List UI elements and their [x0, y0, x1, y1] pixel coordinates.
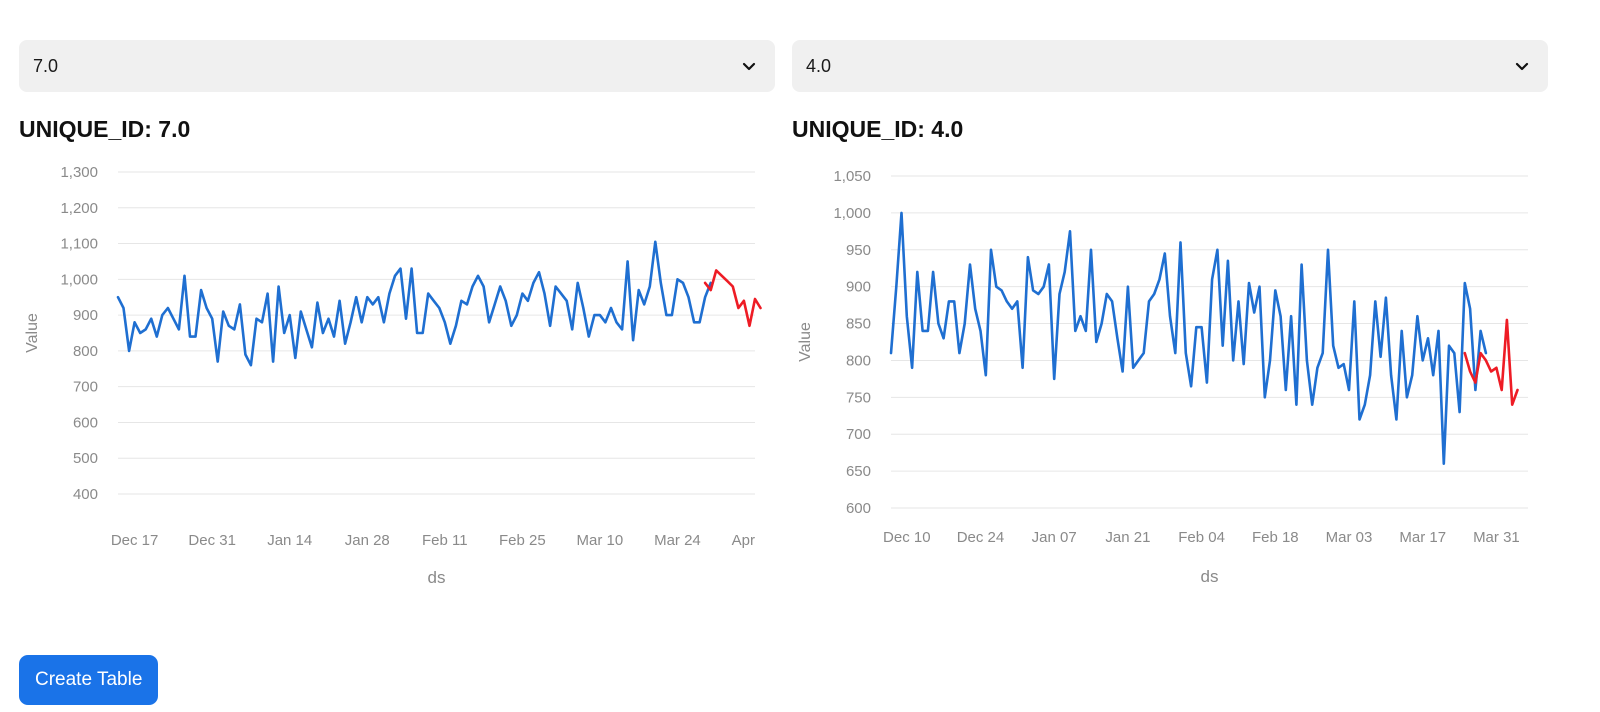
- y-tick-label: 650: [846, 463, 871, 480]
- y-tick-label: 800: [73, 343, 98, 360]
- y-tick-label: 600: [846, 500, 871, 517]
- y-axis-label: Value: [24, 313, 41, 353]
- select-value: 4.0: [806, 55, 832, 76]
- chart-title: UNIQUE_ID: 7.0: [19, 116, 191, 142]
- chart-title: UNIQUE_ID: 4.0: [792, 116, 964, 142]
- y-tick-label: 900: [846, 279, 871, 296]
- y-tick-label: 600: [73, 414, 98, 431]
- y-tick-label: 800: [846, 352, 871, 369]
- y-tick-label: 900: [73, 307, 98, 324]
- x-tick-label: Feb 04: [1178, 529, 1225, 546]
- y-tick-label: 1,100: [60, 236, 98, 253]
- x-axis-label: ds: [428, 568, 446, 587]
- x-tick-label: Dec 10: [883, 529, 931, 546]
- unique-id-select-right[interactable]: 4.0: [792, 40, 1548, 92]
- line-chart-left: 400 500 600 700 800 900 1,000 1,100 1,200 1,300 De…: [24, 164, 762, 587]
- y-tick-label: 1,050: [833, 168, 871, 185]
- x-tick-label: Dec 17: [111, 532, 159, 549]
- line-chart-right: 600 650 700 750 800 850 900 950 1,000 1,050 Dec 10…: [797, 168, 1528, 586]
- y-tick-label: 700: [73, 379, 98, 396]
- forecast-series-line: [1463, 318, 1519, 406]
- y-tick-label: 400: [73, 486, 98, 503]
- x-tick-label: Jan 21: [1105, 529, 1150, 546]
- x-tick-label: Mar 03: [1326, 529, 1373, 546]
- x-tick-label: Jan 07: [1032, 529, 1077, 546]
- x-tick-label: Dec 31: [188, 532, 236, 549]
- y-tick-label: 1,300: [60, 164, 98, 181]
- chevron-down-icon: [1515, 62, 1529, 71]
- x-tick-label: Jan 14: [267, 532, 312, 549]
- chevron-down-icon: [742, 62, 756, 71]
- x-tick-label: Feb 25: [499, 532, 546, 549]
- history-series-line: [889, 211, 1488, 466]
- y-axis-label: Value: [797, 322, 814, 362]
- panel-unique-id-7: 7.0 UNIQUE_ID: 7.0 400 500 600 700 800 900 1,0…: [19, 40, 775, 598]
- y-tick-label: 1,200: [60, 200, 98, 217]
- x-tick-label: Mar 24: [654, 532, 701, 549]
- select-value: 7.0: [33, 55, 59, 76]
- forecast-series-line: [703, 269, 762, 328]
- y-tick-label: 1,000: [60, 271, 98, 288]
- create-table-button[interactable]: Create Table: [19, 655, 159, 705]
- x-tick-label: Jan 28: [345, 532, 390, 549]
- y-tick-label: 950: [846, 242, 871, 259]
- y-tick-label: 500: [73, 450, 98, 467]
- panel-unique-id-4: 4.0 UNIQUE_ID: 4.0 600 650 700 750 800 850 900…: [792, 40, 1548, 598]
- x-axis-label: ds: [1201, 567, 1219, 586]
- unique-id-select-left[interactable]: 7.0: [19, 40, 775, 92]
- y-tick-label: 750: [846, 389, 871, 406]
- x-tick-label: Dec 24: [957, 529, 1005, 546]
- x-tick-label: Mar 31: [1473, 529, 1520, 546]
- y-tick-label: 700: [846, 426, 871, 443]
- x-tick-label: Mar 17: [1399, 529, 1446, 546]
- history-series-line: [116, 240, 713, 367]
- x-tick-label: Feb 18: [1252, 529, 1299, 546]
- x-tick-label: Apr: [732, 532, 755, 549]
- y-tick-label: 1,000: [833, 205, 871, 222]
- x-tick-label: Feb 11: [422, 532, 468, 549]
- y-tick-label: 850: [846, 316, 871, 333]
- x-tick-label: Mar 10: [577, 532, 624, 549]
